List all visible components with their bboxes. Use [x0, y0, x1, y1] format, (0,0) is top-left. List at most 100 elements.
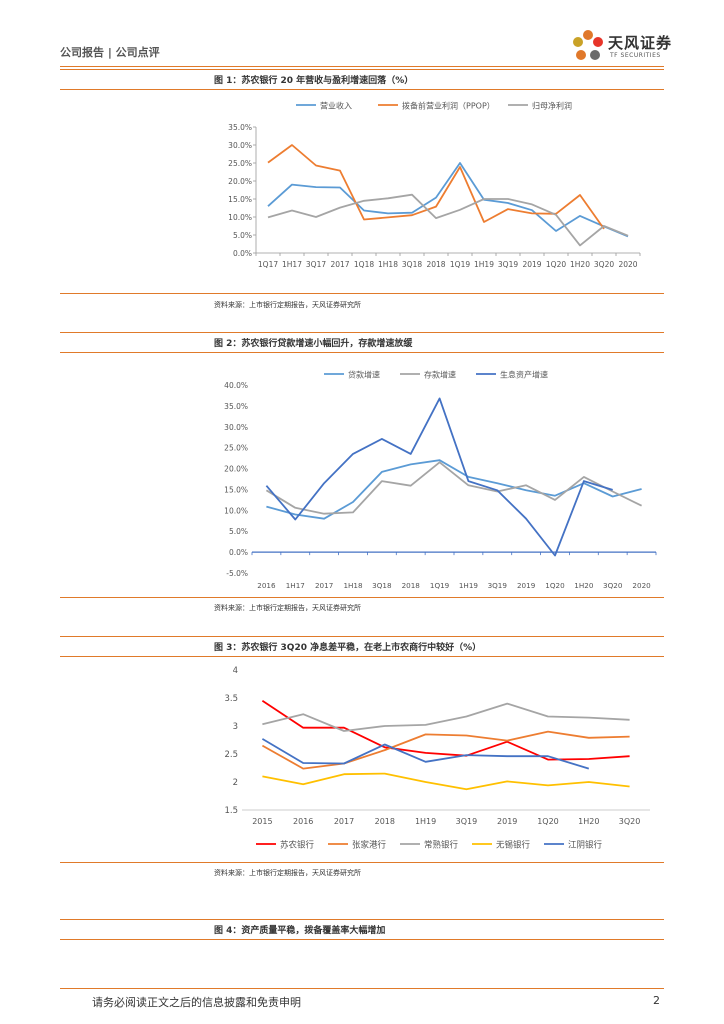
x-tick-label: 3Q17 [306, 260, 326, 269]
x-tick-label: 1H20 [578, 817, 599, 826]
x-tick-label: 1Q19 [430, 581, 450, 590]
x-tick-label: 3Q19 [456, 817, 478, 826]
y-tick-label: 35.0% [228, 123, 252, 132]
brand-subtitle: TF SECURITIES [610, 52, 661, 59]
figure-3-chart: 4 3.5 3 2.5 2 1.5 2015 2016 2017 2018 1H19 3Q19 2019… [224, 666, 650, 851]
legend-label: 生息资产增速 [500, 370, 548, 380]
x-tick-label: 1Q19 [450, 260, 470, 269]
y-tick-label: 40.0% [224, 381, 248, 390]
brand-name: 天风证券 [608, 34, 673, 52]
legend-label: 营业收入 [320, 101, 352, 111]
figure-2-source: 资料来源：上市银行定期报告，天风证券研究所 [214, 604, 361, 612]
legend-item: 苏农银行 [256, 840, 315, 851]
figure-1-chart: 35.0% 30.0% 25.0% 20.0% 15.0% 10.0% 5.0% 0.0% 1Q… [228, 101, 641, 269]
legend-label: 无锡银行 [496, 840, 531, 851]
header-rule [60, 66, 664, 67]
x-tick-label: 2020 [632, 581, 651, 590]
legend-label: 归母净利润 [532, 101, 572, 111]
legend-label: 常熟银行 [424, 840, 459, 851]
fig3-bottom-rule [60, 862, 664, 863]
page-number: 2 [653, 994, 660, 1007]
legend-item: 生息资产增速 [476, 370, 548, 380]
x-tick-label: 1Q18 [354, 260, 374, 269]
legend-item: 存款增速 [400, 370, 456, 380]
legend-label: 存款增速 [424, 370, 456, 380]
y-tick-label: 10.0% [224, 506, 248, 515]
fig2-bottom-rule [60, 597, 664, 598]
fig3-top-rule [60, 636, 664, 637]
figure-2-chart: 40.0% 35.0% 30.0% 25.0% 20.0% 15.0% 10.0% 5.0% 0… [224, 370, 657, 590]
fig3-title-rule [60, 656, 664, 657]
fig4-top-rule [60, 919, 664, 920]
x-tick-label: 1H19 [474, 260, 494, 269]
y-tick-label: 20.0% [224, 465, 248, 474]
series-line [265, 397, 613, 557]
x-tick-label: 1H20 [570, 260, 590, 269]
legend-item: 无锡银行 [472, 840, 531, 851]
x-tick-label: 1H20 [574, 581, 594, 590]
flower-icon [573, 30, 603, 60]
report-type-header: 公司报告 | 公司点评 [60, 46, 160, 59]
x-tick-label: 2019 [522, 260, 541, 269]
figure-4-title: 图 4：资产质量平稳，拨备覆盖率大幅增加 [214, 926, 386, 936]
fig1-title-rule [60, 89, 664, 90]
y-tick-label: 1.5 [224, 806, 238, 816]
y-tick-label: 3.5 [224, 694, 238, 704]
y-tick-label: 30.0% [228, 141, 252, 150]
fig2-title-rule [60, 352, 664, 353]
x-tick-label: 2016 [257, 581, 276, 590]
y-tick-label: 2 [233, 778, 238, 788]
y-tick-label: 10.0% [228, 213, 252, 222]
legend-item: 张家港行 [328, 840, 387, 851]
x-tick-label: 1H18 [343, 581, 363, 590]
x-tick-label: 2020 [618, 260, 637, 269]
x-tick-label: 1Q17 [258, 260, 278, 269]
y-tick-label: 25.0% [228, 159, 252, 168]
fig1-top-rule [60, 69, 664, 70]
y-tick-label: 0.0% [233, 249, 252, 258]
figure-3-source: 资料来源：上市银行定期报告，天风证券研究所 [214, 869, 361, 877]
x-tick-label: 3Q18 [372, 581, 392, 590]
fig1-bottom-rule [60, 293, 664, 294]
x-tick-label: 3Q19 [488, 581, 508, 590]
x-tick-label: 2017 [334, 817, 354, 826]
x-tick-label: 3Q19 [498, 260, 518, 269]
series-line [261, 700, 630, 761]
x-tick-label: 2015 [252, 817, 272, 826]
series-line [267, 144, 605, 230]
legend-item: 江阴银行 [544, 840, 603, 851]
series-line [261, 730, 630, 770]
series-line [262, 772, 630, 791]
x-tick-label: 1Q20 [537, 817, 559, 826]
y-tick-label: 0.0% [229, 548, 248, 557]
x-tick-label: 3Q20 [594, 260, 614, 269]
fig2-top-rule [60, 332, 664, 333]
y-tick-label: 20.0% [228, 177, 252, 186]
figure-2-title: 图 2：苏农银行贷款增速小幅回升，存款增速放缓 [214, 339, 413, 349]
y-tick-label: 4 [233, 666, 238, 676]
series-line [261, 738, 590, 770]
x-tick-label: 1H19 [459, 581, 479, 590]
legend-label: 拨备前营业利润（PPOP） [402, 101, 495, 111]
series-line [265, 461, 642, 515]
legend-item: 归母净利润 [508, 101, 572, 111]
x-tick-label: 2017 [330, 260, 349, 269]
series-line [267, 193, 629, 247]
x-tick-label: 1H18 [378, 260, 398, 269]
x-tick-label: 2018 [375, 817, 395, 826]
x-tick-label: 1H19 [415, 817, 436, 826]
figure-3-title: 图 3：苏农银行 3Q20 净息差平稳，在老上市农商行中较好（%） [214, 643, 482, 653]
y-tick-label: 2.5 [224, 750, 238, 760]
figure-1-source: 资料来源：上市银行定期报告，天风证券研究所 [214, 301, 361, 309]
y-tick-label: 25.0% [224, 444, 248, 453]
y-tick-label: -5.0% [226, 569, 248, 578]
x-tick-label: 3Q20 [603, 581, 623, 590]
footer-rule [60, 988, 664, 989]
legend-item: 常熟银行 [400, 840, 459, 851]
legend-item: 拨备前营业利润（PPOP） [378, 101, 495, 111]
y-tick-label: 3 [233, 722, 238, 732]
y-tick-label: 15.0% [224, 485, 248, 494]
x-tick-label: 1Q20 [546, 260, 566, 269]
legend-label: 张家港行 [352, 840, 387, 851]
disclaimer-text: 请务必阅读正文之后的信息披露和免责申明 [92, 996, 301, 1009]
